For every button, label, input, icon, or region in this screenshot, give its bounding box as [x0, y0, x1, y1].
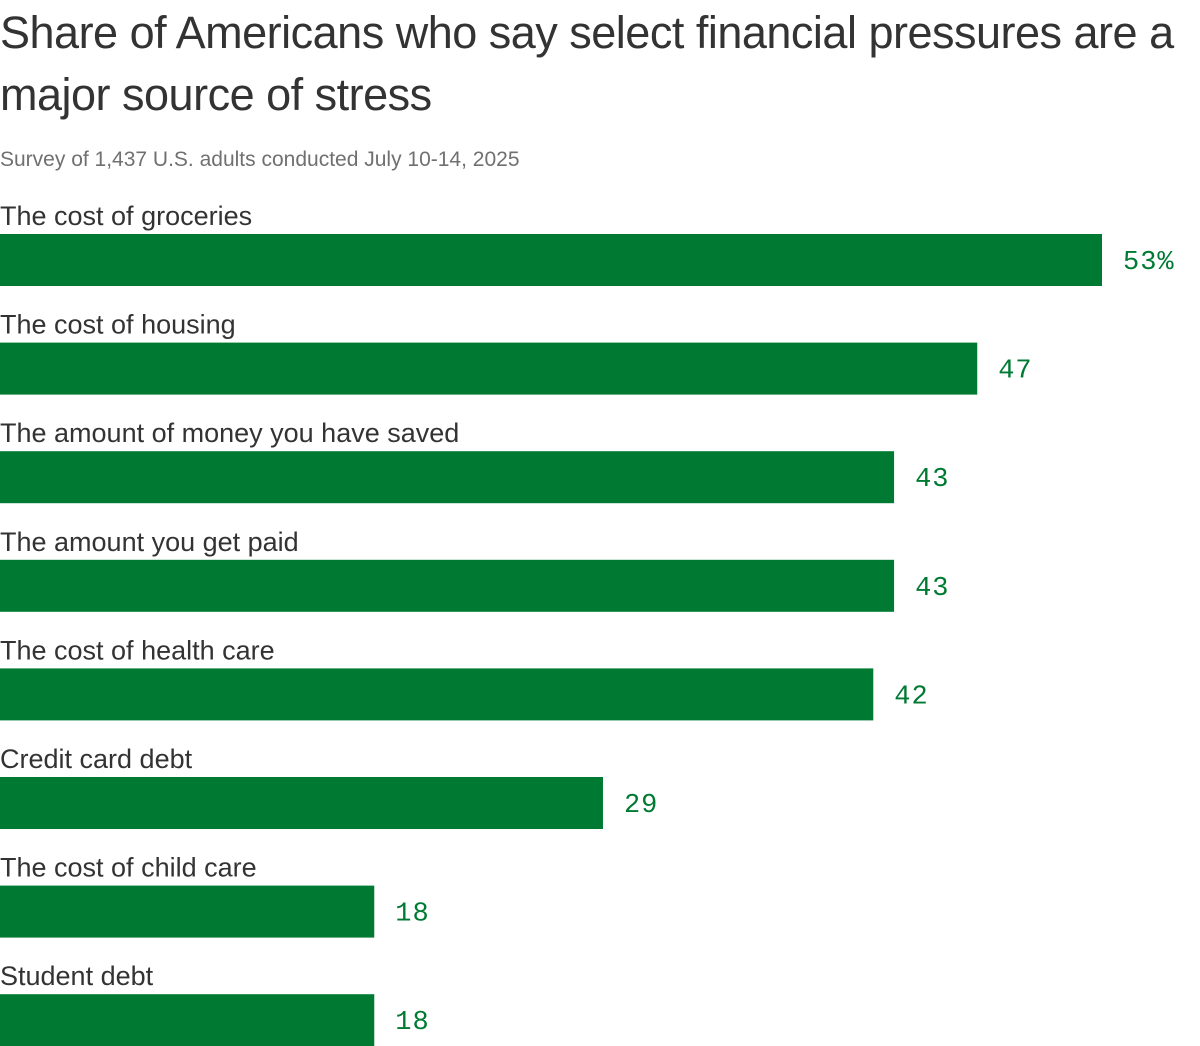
bar-row: Credit card debt 29 [0, 744, 658, 829]
value-label: 53% [1123, 248, 1175, 278]
category-label: The cost of child care [0, 853, 257, 883]
category-label: The cost of health care [0, 635, 275, 665]
value-label: 18 [395, 900, 429, 930]
bar-row: The amount of money you have saved 43 [0, 418, 949, 504]
bar-row: The cost of housing 47 [0, 310, 1032, 395]
bar-row: Student debt 18 [0, 961, 429, 1046]
bar-row: The cost of groceries 53% [0, 201, 1175, 286]
category-label: Credit card debt [0, 744, 193, 774]
bar [0, 342, 978, 395]
category-label: The amount of money you have saved [0, 418, 459, 448]
value-label: 42 [894, 682, 928, 712]
category-label: The amount you get paid [0, 527, 299, 557]
value-label: 29 [624, 791, 658, 821]
category-label: Student debt [0, 961, 154, 991]
bar [0, 777, 603, 829]
bar-row: The cost of health care 42 [0, 635, 928, 721]
bar [0, 668, 874, 721]
bar [0, 234, 1102, 286]
bar [0, 885, 375, 938]
category-label: The cost of groceries [0, 201, 252, 231]
value-label: 47 [998, 357, 1032, 387]
chart-title: Share of Americans who say select financ… [0, 7, 1174, 120]
bar [0, 994, 375, 1046]
bar [0, 559, 895, 612]
bar-row: The amount you get paid 43 [0, 527, 949, 612]
value-label: 43 [915, 465, 949, 495]
bar-row: The cost of child care 18 [0, 853, 429, 938]
category-label: The cost of housing [0, 310, 236, 340]
value-label: 18 [395, 1008, 429, 1038]
bar [0, 451, 895, 504]
chart-subtitle: Survey of 1,437 U.S. adults conducted Ju… [0, 148, 520, 171]
value-label: 43 [915, 574, 949, 604]
